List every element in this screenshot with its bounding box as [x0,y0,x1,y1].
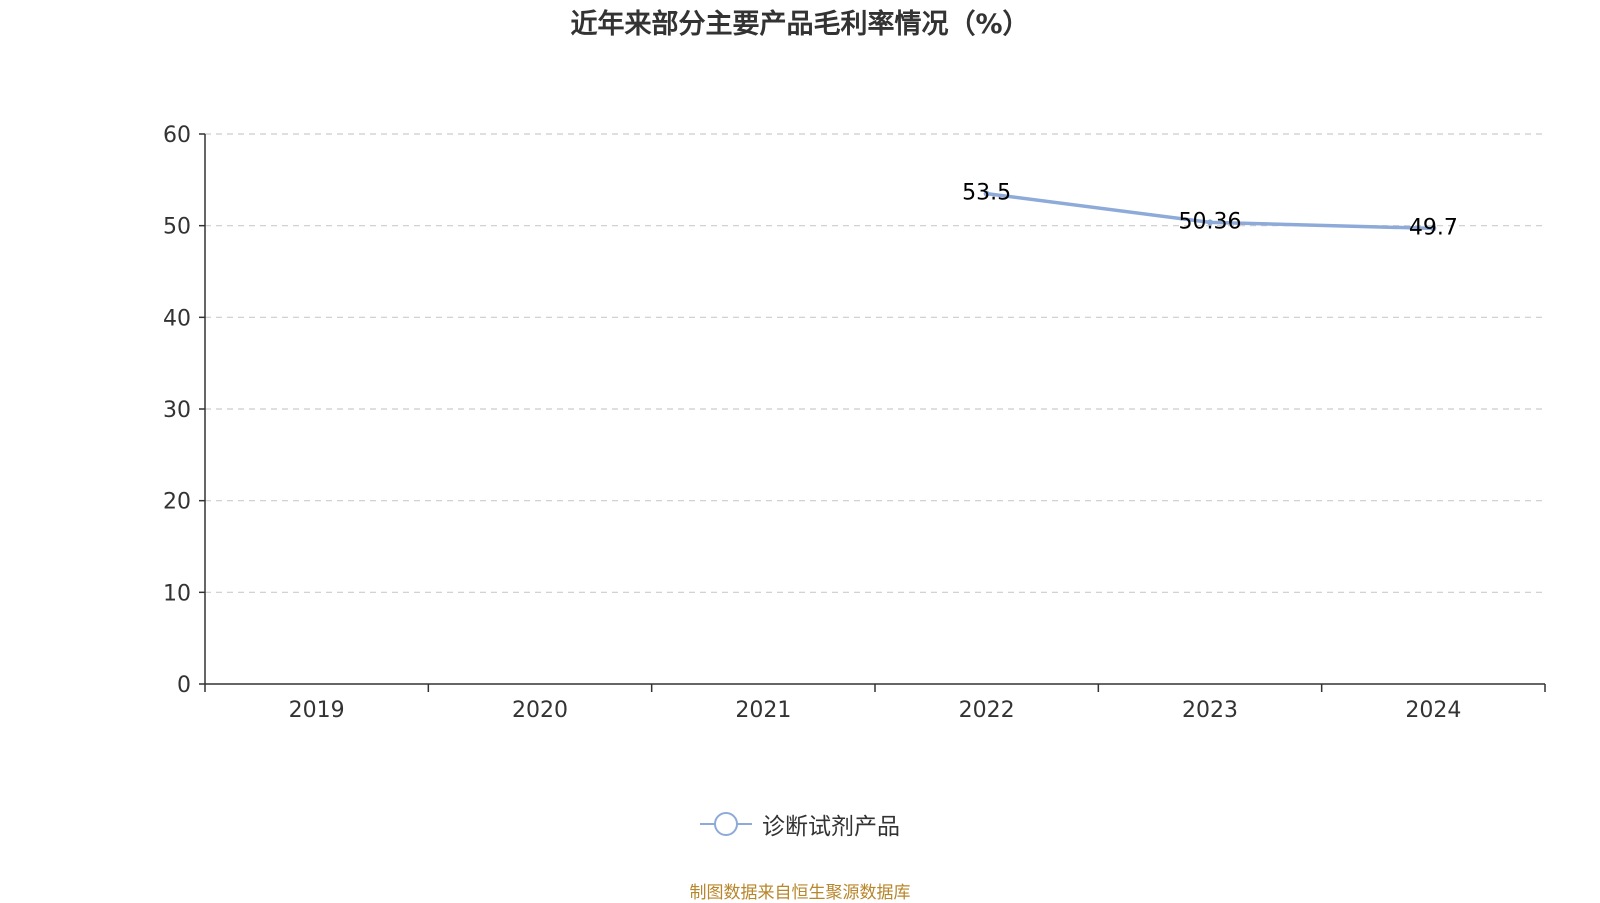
legend-label: 诊断试剂产品 [762,814,900,840]
data-label: 53.5 [962,181,1011,206]
x-tick-label: 2020 [512,698,568,723]
legend[interactable]: 诊断试剂产品 [0,807,1600,841]
data-label: 50.36 [1179,209,1242,234]
x-tick-label: 2023 [1182,698,1238,723]
y-tick-label: 60 [163,123,191,148]
x-tick-label: 2019 [289,698,345,723]
x-tick-label: 2021 [735,698,791,723]
data-point [1430,225,1437,232]
y-tick-label: 20 [163,490,191,515]
y-tick-label: 30 [163,398,191,423]
data-label: 49.7 [1409,215,1458,240]
y-tick-label: 40 [163,306,191,331]
source-note: 制图数据来自恒生聚源数据库 [689,883,911,903]
data-point [983,190,990,197]
y-tick-label: 0 [177,673,191,698]
chart-title: 近年来部分主要产品毛利率情况（%） [570,9,1030,40]
y-tick-label: 50 [163,215,191,240]
legend-line-circle-icon [700,812,752,836]
x-tick-label: 2024 [1405,698,1461,723]
data-point [1207,219,1213,226]
y-tick-label: 10 [163,581,191,606]
x-tick-label: 2022 [959,698,1015,723]
